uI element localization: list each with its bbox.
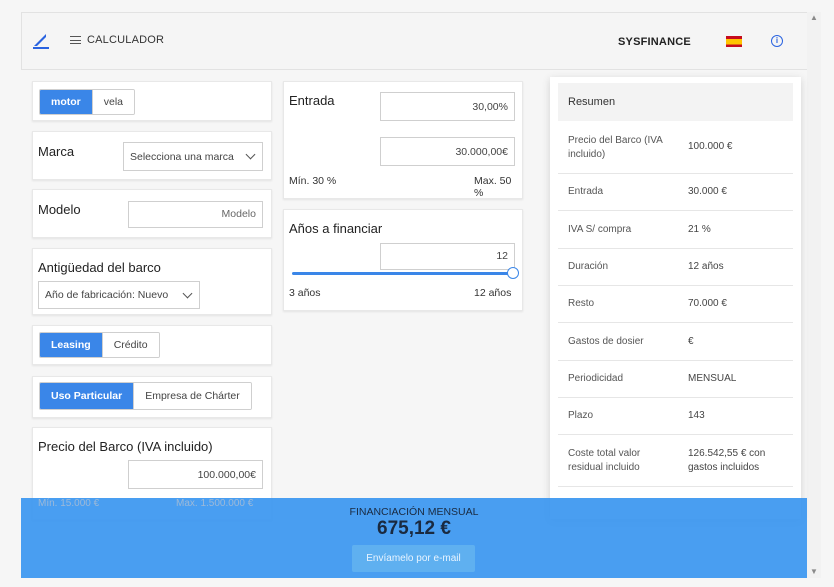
summary-row-value: 21 % bbox=[688, 224, 711, 235]
years-input[interactable]: 12 bbox=[380, 243, 515, 270]
down-payment-max: Max. 50 % bbox=[474, 175, 512, 199]
summary-row-label: IVA S/ compra bbox=[568, 224, 632, 235]
summary-row-label: Gastos de dosier bbox=[568, 336, 644, 347]
summary-row: Periodicidad MENSUAL bbox=[558, 361, 793, 398]
summary-row-label: Precio del Barco (IVA incluido) bbox=[568, 135, 663, 160]
menu-label: CALCULADOR bbox=[87, 34, 165, 46]
brand-card: Marca Selecciona una marca bbox=[32, 131, 272, 180]
years-slider-track[interactable] bbox=[292, 272, 514, 275]
summary-row: IVA S/ compra 21 % bbox=[558, 211, 793, 249]
summary-row-label: Periodicidad bbox=[568, 373, 624, 384]
vertical-scrollbar[interactable]: ▲ ▼ bbox=[807, 12, 821, 578]
summary-row: Resto 70.000 € bbox=[558, 286, 793, 323]
product-credito[interactable]: Crédito bbox=[101, 333, 159, 357]
summary-row-label: Resto bbox=[568, 298, 595, 309]
hamburger-icon bbox=[70, 36, 81, 44]
chevron-down-icon bbox=[245, 149, 256, 160]
manufacture-year-select[interactable]: Año de fabricación: Nuevo bbox=[38, 281, 200, 309]
years-min-label: 3 años bbox=[289, 287, 321, 299]
summary-panel: Resumen Precio del Barco (IVA incluido) … bbox=[550, 77, 801, 519]
manufacture-year-value: Año de fabricación: Nuevo bbox=[45, 289, 169, 301]
down-payment-amount-input[interactable]: 30.000,00€ bbox=[380, 137, 515, 166]
brand-label: Marca bbox=[38, 144, 75, 159]
boat-age-card: Antigüedad del barco Año de fabricación:… bbox=[32, 248, 272, 315]
calculator-menu-button[interactable]: CALCULADOR bbox=[70, 34, 164, 46]
boat-type-card: motor vela bbox=[32, 81, 272, 121]
boat-type-vela[interactable]: vela bbox=[91, 90, 135, 114]
summary-row: Gastos de dosier € bbox=[558, 323, 793, 361]
summary-row: Precio del Barco (IVA incluido) 100.000 … bbox=[558, 121, 793, 174]
summary-row-value: 143 bbox=[688, 410, 705, 421]
price-input[interactable]: 100.000,00€ bbox=[128, 460, 263, 489]
brand-name: SYSFINANCE bbox=[618, 36, 691, 48]
send-email-button[interactable]: Envíamelo por e-mail bbox=[352, 545, 475, 572]
product-leasing[interactable]: Leasing bbox=[40, 333, 102, 357]
model-label: Modelo bbox=[38, 202, 81, 217]
summary-row-label: Plazo bbox=[568, 410, 594, 421]
model-input[interactable]: Modelo bbox=[128, 201, 263, 228]
summary-row-value: 100.000 € bbox=[688, 141, 733, 152]
summary-row-value: 70.000 € bbox=[688, 298, 727, 309]
price-min: Mín. 15.000 € bbox=[38, 498, 100, 509]
down-payment-card: Entrada 30,00% 30.000,00€ Mín. 30 % Max.… bbox=[283, 81, 523, 199]
sysfinance-logo-icon[interactable] bbox=[33, 32, 49, 49]
spain-flag-icon[interactable] bbox=[726, 36, 742, 47]
top-header: CALCULADOR SYSFINANCE i bbox=[21, 12, 808, 70]
years-slider-thumb[interactable] bbox=[507, 267, 519, 279]
summary-row: Duración 12 años bbox=[558, 249, 793, 286]
brand-select-value: Selecciona una marca bbox=[130, 151, 234, 163]
years-label: Años a financiar bbox=[289, 221, 383, 236]
summary-row-value: 30.000 € bbox=[688, 186, 727, 197]
summary-row: Entrada 30.000 € bbox=[558, 174, 793, 211]
usage-toggle: Uso Particular Empresa de Chárter bbox=[39, 382, 252, 410]
product-toggle: Leasing Crédito bbox=[39, 332, 160, 358]
down-payment-min: Mín. 30 % bbox=[289, 175, 337, 187]
summary-row-label: Entrada bbox=[568, 186, 604, 197]
model-card: Modelo Modelo bbox=[32, 189, 272, 238]
info-icon[interactable]: i bbox=[771, 35, 783, 47]
years-max-label: 12 años bbox=[474, 287, 512, 299]
monthly-amount: 675,12 € bbox=[377, 518, 451, 539]
financing-title: FINANCIACIÓN MENSUAL bbox=[349, 506, 479, 518]
summary-row: Coste total valor residual incluido 126.… bbox=[558, 435, 793, 487]
summary-row-label: Coste total valor residual incluido bbox=[568, 448, 641, 473]
boat-type-toggle: motor vela bbox=[39, 89, 136, 115]
price-max: Max. 1.500.000 € bbox=[176, 498, 254, 509]
financing-bar: Mín. 15.000 € Max. 1.500.000 € FINANCIAC… bbox=[21, 498, 807, 578]
summary-row-value: 12 años bbox=[688, 261, 724, 272]
product-card: Leasing Crédito bbox=[32, 325, 272, 365]
summary-row-value: € bbox=[688, 336, 694, 347]
summary-row: Plazo 143 bbox=[558, 398, 793, 435]
usage-particular[interactable]: Uso Particular bbox=[40, 383, 134, 409]
boat-type-motor[interactable]: motor bbox=[40, 90, 92, 114]
down-payment-percent-input[interactable]: 30,00% bbox=[380, 92, 515, 121]
down-payment-label: Entrada bbox=[289, 93, 335, 108]
usage-charter[interactable]: Empresa de Chárter bbox=[133, 383, 251, 409]
price-label: Precio del Barco (IVA incluido) bbox=[38, 439, 213, 454]
scroll-up-arrow-icon[interactable]: ▲ bbox=[810, 13, 818, 22]
years-card: Años a financiar 12 3 años 12 años bbox=[283, 209, 523, 311]
summary-row-label: Duración bbox=[568, 261, 609, 272]
chevron-down-icon bbox=[182, 288, 193, 299]
summary-title: Resumen bbox=[558, 83, 793, 121]
brand-select[interactable]: Selecciona una marca bbox=[123, 142, 263, 171]
scroll-down-arrow-icon[interactable]: ▼ bbox=[810, 567, 818, 576]
summary-row-value: 126.542,55 € con gastos incluidos bbox=[688, 448, 766, 473]
boat-age-label: Antigüedad del barco bbox=[38, 260, 161, 275]
summary-row-value: MENSUAL bbox=[688, 373, 737, 384]
usage-card: Uso Particular Empresa de Chárter bbox=[32, 376, 272, 418]
